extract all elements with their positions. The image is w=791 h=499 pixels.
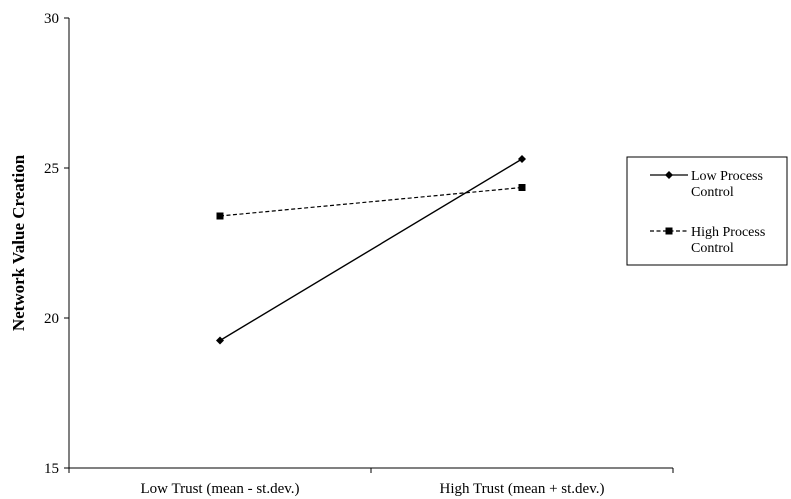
y-axis: 15 20 25 30 [44, 11, 70, 477]
series-0 [216, 155, 526, 345]
y-axis-title: Network Value Creation [9, 154, 28, 331]
legend-label: Low Process [691, 169, 763, 184]
y-tick-label: 25 [44, 161, 59, 177]
legend-label: Control [691, 241, 734, 256]
x-ticks: Low Trust (mean - st.dev.) High Trust (me… [68, 468, 674, 497]
x-category-label: High Trust (mean + st.dev.) [440, 481, 605, 497]
legend-marker [665, 227, 673, 235]
y-tick-label: 15 [44, 461, 59, 477]
series-1 [216, 184, 526, 220]
y-tick-label: 30 [44, 11, 59, 27]
data-point [216, 336, 224, 345]
series-line [219, 158, 523, 342]
legend-label: Control [691, 185, 734, 200]
series-layer [216, 155, 526, 345]
series-line [219, 186, 523, 217]
legend-marker [665, 171, 673, 179]
x-axis: Low Trust (mean - st.dev.) High Trust (me… [68, 467, 674, 497]
x-category-label: Low Trust (mean - st.dev.) [140, 481, 299, 497]
y-tick-label: 20 [44, 311, 59, 327]
data-point [518, 155, 526, 163]
y-ticks: 15 20 25 30 [44, 11, 69, 477]
data-point [216, 212, 224, 220]
legend-label: High Process [691, 225, 765, 240]
data-point [518, 184, 526, 191]
